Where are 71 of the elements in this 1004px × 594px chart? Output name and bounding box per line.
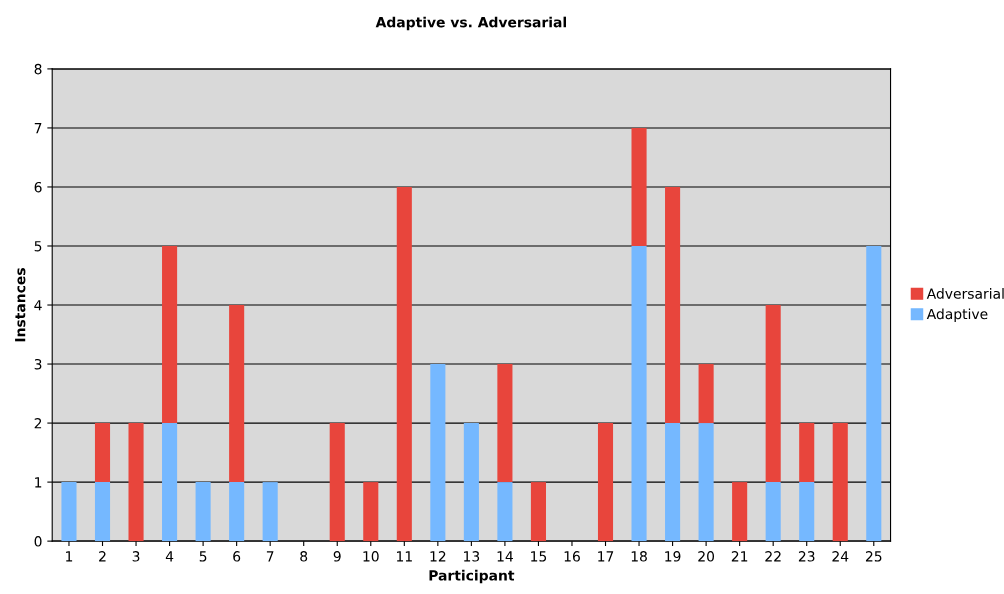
bar	[396, 186, 412, 542]
bar	[665, 186, 681, 424]
bar	[698, 364, 714, 424]
x-tick-label: 24	[832, 551, 849, 562]
bar	[497, 364, 513, 483]
bar	[530, 482, 546, 542]
x-axis-title: Participant	[429, 569, 515, 584]
bar	[765, 482, 781, 542]
bar	[631, 245, 647, 542]
bar	[799, 423, 815, 483]
bar	[162, 423, 178, 542]
bar	[329, 423, 345, 542]
x-tick-label: 25	[865, 551, 882, 562]
legend-label: Adaptive	[926, 308, 988, 322]
y-axis-title: Instances	[15, 268, 26, 342]
legend-label: Adversarial	[926, 288, 1004, 299]
x-tick-label: 12	[430, 551, 446, 562]
x-tick-label: 2	[99, 551, 106, 562]
bar	[430, 364, 446, 542]
x-tick-label: 19	[665, 551, 681, 562]
bar	[363, 482, 379, 542]
x-tick-label: 8	[300, 551, 308, 562]
y-tick-label: 5	[34, 241, 42, 252]
x-tick-label: 16	[564, 551, 580, 562]
bar	[665, 423, 681, 542]
y-tick-label: 7	[34, 123, 42, 134]
x-tick-label: 3	[132, 551, 140, 562]
x-tick-label: 21	[731, 551, 748, 562]
y-tick-label: 6	[34, 181, 42, 193]
y-tick-label: 8	[34, 63, 42, 75]
bar	[229, 482, 245, 542]
x-tick-label: 1	[66, 551, 73, 562]
bar	[262, 482, 278, 542]
x-tick-label: 7	[266, 551, 274, 562]
bar	[61, 482, 77, 542]
x-tick-label: 11	[397, 551, 412, 562]
bar	[799, 482, 815, 542]
x-tick-label: 5	[199, 551, 207, 562]
bar	[732, 482, 748, 542]
x-tick-label: 4	[165, 551, 174, 562]
chart-title: Adaptive vs. Adversarial	[375, 16, 566, 31]
x-tick-label: 18	[631, 551, 647, 562]
bar	[162, 245, 178, 424]
bar	[229, 305, 245, 483]
y-tick-label: 4	[34, 300, 42, 311]
x-tick-label: 10	[363, 551, 379, 562]
bar	[631, 127, 647, 246]
bar	[94, 423, 111, 483]
y-tick-label: 0	[34, 536, 42, 547]
x-tick-label: 14	[497, 551, 513, 562]
x-tick-label: 13	[464, 551, 480, 562]
x-tick-label: 20	[698, 551, 715, 562]
bar	[698, 423, 714, 542]
bar	[195, 482, 211, 542]
x-tick-label: 15	[531, 551, 547, 562]
bar	[128, 423, 144, 542]
bar	[866, 245, 882, 542]
bar	[597, 423, 614, 542]
bar	[765, 305, 781, 483]
bar	[94, 482, 111, 542]
y-tick-label: 3	[34, 359, 42, 370]
y-tick-label: 2	[34, 418, 42, 429]
x-tick-label: 6	[233, 551, 241, 562]
x-tick-label: 23	[798, 551, 815, 562]
bar	[463, 423, 479, 542]
x-tick-label: 17	[598, 551, 614, 562]
x-tick-label: 9	[333, 551, 341, 562]
x-tick-label: 22	[765, 551, 781, 562]
bar	[497, 482, 513, 542]
bar	[832, 423, 848, 542]
y-tick-label: 1	[35, 477, 42, 488]
